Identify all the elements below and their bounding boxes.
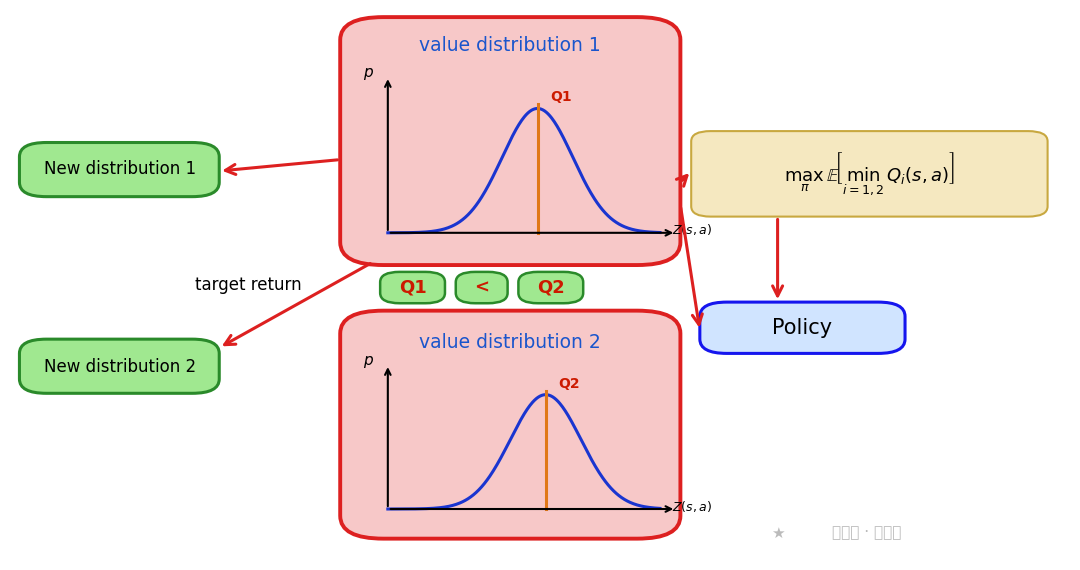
Text: New distribution 1: New distribution 1: [44, 160, 195, 178]
Text: New distribution 2: New distribution 2: [44, 357, 195, 376]
FancyBboxPatch shape: [340, 17, 680, 265]
Text: Q2: Q2: [558, 377, 580, 390]
FancyBboxPatch shape: [518, 272, 583, 303]
Text: 公众号 · 新智元: 公众号 · 新智元: [832, 526, 901, 540]
Text: Q1: Q1: [551, 90, 572, 104]
Text: $Z(s,a)$: $Z(s,a)$: [673, 222, 713, 237]
Text: $p$: $p$: [363, 354, 374, 370]
FancyBboxPatch shape: [340, 311, 680, 539]
FancyBboxPatch shape: [691, 131, 1048, 217]
FancyBboxPatch shape: [380, 272, 445, 303]
Text: ★: ★: [771, 526, 784, 540]
Text: Q1: Q1: [399, 278, 427, 296]
Text: $p$: $p$: [363, 66, 374, 82]
Text: Policy: Policy: [772, 317, 833, 338]
FancyBboxPatch shape: [456, 272, 508, 303]
Text: $Z(s,a)$: $Z(s,a)$: [673, 499, 713, 514]
FancyBboxPatch shape: [19, 142, 219, 197]
Text: target return: target return: [195, 276, 301, 294]
Text: value distribution 1: value distribution 1: [419, 36, 600, 55]
Text: <: <: [474, 278, 489, 296]
Text: Q2: Q2: [537, 278, 565, 296]
Text: value distribution 2: value distribution 2: [419, 332, 600, 352]
FancyBboxPatch shape: [19, 339, 219, 393]
Text: $\underset{\pi}{\max}\,\mathbb{E}\!\left[\underset{i=1,2}{\min}\,Q_i(s,a)\right]: $\underset{\pi}{\max}\,\mathbb{E}\!\left…: [784, 150, 955, 197]
FancyBboxPatch shape: [700, 302, 905, 353]
